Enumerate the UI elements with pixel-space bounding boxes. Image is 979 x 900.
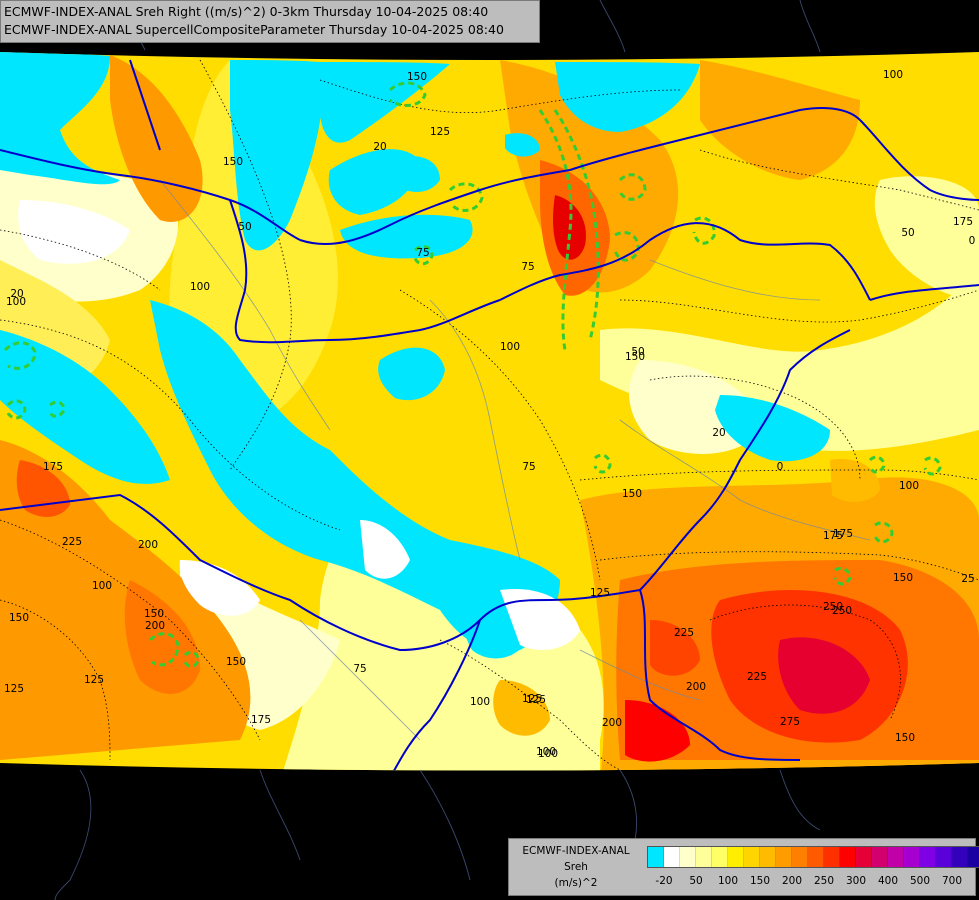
- color-swatch: [648, 847, 664, 867]
- color-swatch: [840, 847, 856, 867]
- color-swatch: [664, 847, 680, 867]
- contour-label: 25: [961, 573, 974, 585]
- contour-lines: [0, 59, 979, 771]
- contour-label: 150: [144, 608, 164, 620]
- contour-label: 100: [470, 696, 490, 708]
- color-swatch: [728, 847, 744, 867]
- color-swatch: [856, 847, 872, 867]
- sreh-field: [0, 52, 979, 771]
- colorbar-tick-label: 50: [689, 875, 703, 887]
- map-header: ECMWF-INDEX-ANAL Sreh Right ((m/s)^2) 0-…: [0, 0, 540, 43]
- contour-label: 125: [4, 683, 24, 695]
- colorbar-tick-label: 400: [877, 875, 899, 887]
- color-swatch: [760, 847, 776, 867]
- colorbar-tick-label: 150: [749, 875, 771, 887]
- color-swatch: [712, 847, 728, 867]
- contour-label: 50: [631, 346, 644, 358]
- contour-label: 75: [521, 261, 534, 273]
- contour-label: 0: [969, 235, 976, 247]
- header-line-1: ECMWF-INDEX-ANAL Sreh Right ((m/s)^2) 0-…: [4, 4, 489, 19]
- color-swatch: [824, 847, 840, 867]
- scp-contours: [3, 81, 942, 668]
- contour-label: 100: [536, 746, 556, 758]
- contour-label: 200: [602, 717, 622, 729]
- colorbar-legend: ECMWF-INDEX-ANAL Sreh (m/s)^2 -20 50 100 15…: [508, 838, 979, 896]
- color-swatch: [936, 847, 952, 867]
- colorbar-tick-label: 300: [845, 875, 867, 887]
- contour-label: 100: [538, 748, 558, 760]
- contour-label: 150: [223, 156, 243, 168]
- contour-label: 150: [625, 351, 645, 363]
- colorbar-tick-label: 700: [941, 875, 963, 887]
- contour-label: 225: [674, 627, 694, 639]
- contour-label: 100: [883, 69, 903, 81]
- contour-label: 175: [43, 461, 63, 473]
- contour-label: 150: [895, 732, 915, 744]
- color-swatch: [968, 847, 979, 867]
- contour-label: 250: [832, 605, 852, 617]
- color-swatch: [952, 847, 968, 867]
- contour-label: 75: [416, 247, 429, 259]
- color-swatch: [744, 847, 760, 867]
- contour-label: 175: [251, 714, 271, 726]
- contour-label: 125: [522, 693, 542, 705]
- color-swatch: [872, 847, 888, 867]
- region-lines: [159, 179, 871, 741]
- contour-label: 150: [893, 572, 913, 584]
- contour-label: 20: [373, 141, 386, 153]
- country-borders: [0, 59, 979, 771]
- contour-label: 125: [526, 694, 546, 706]
- contour-label: 125: [590, 587, 610, 599]
- contour-label: 175: [833, 528, 853, 540]
- contour-label: 225: [747, 671, 767, 683]
- contour-label: 100: [190, 281, 210, 293]
- color-swatch: [904, 847, 920, 867]
- contour-label: 100: [6, 296, 26, 308]
- contour-label: 75: [353, 663, 366, 675]
- contour-label: 20: [712, 427, 725, 439]
- contour-label: 150: [622, 488, 642, 500]
- contour-label: 250: [823, 601, 843, 613]
- color-swatch: [696, 847, 712, 867]
- contour-label: 275: [780, 716, 800, 728]
- contour-label: 150: [9, 612, 29, 624]
- colorbar-tick-label: -20: [655, 875, 673, 887]
- contour-labels: 1001501252015010050750100150175125502010…: [4, 69, 975, 760]
- contour-label: 20: [10, 288, 23, 300]
- legend-variable: Sreh: [564, 861, 588, 873]
- legend-model: ECMWF-INDEX-ANAL: [522, 845, 630, 857]
- contour-label: 150: [226, 656, 246, 668]
- header-line-2: ECMWF-INDEX-ANAL SupercellCompositeParam…: [4, 22, 504, 37]
- colorbar-tick-label: 200: [781, 875, 803, 887]
- contour-label: 150: [407, 71, 427, 83]
- contour-label: 100: [500, 341, 520, 353]
- contour-label: 175: [823, 530, 843, 542]
- contour-label: 50: [238, 221, 251, 233]
- colorbar-tick-label: 100: [717, 875, 739, 887]
- color-swatch: [776, 847, 792, 867]
- contour-label: 50: [901, 227, 914, 239]
- contour-label: 175: [953, 216, 973, 228]
- contour-label: 100: [92, 580, 112, 592]
- contour-label: 125: [84, 674, 104, 686]
- color-swatch: [680, 847, 696, 867]
- color-swatch: [920, 847, 936, 867]
- legend-unit: (m/s)^2: [554, 877, 598, 889]
- color-swatch: [888, 847, 904, 867]
- color-swatches: [647, 846, 979, 868]
- contour-label: 200: [138, 539, 158, 551]
- color-swatch: [808, 847, 824, 867]
- contour-label: 125: [430, 126, 450, 138]
- contour-label: 75: [522, 461, 535, 473]
- contour-label: 200: [145, 620, 165, 632]
- contour-label: 225: [62, 536, 82, 548]
- contour-label: 100: [899, 480, 919, 492]
- colorbar-tick-label: 250: [813, 875, 835, 887]
- contour-label: 0: [777, 461, 784, 473]
- contour-label: 200: [686, 681, 706, 693]
- colorbar-tick-label: 500: [909, 875, 931, 887]
- color-swatch: [792, 847, 808, 867]
